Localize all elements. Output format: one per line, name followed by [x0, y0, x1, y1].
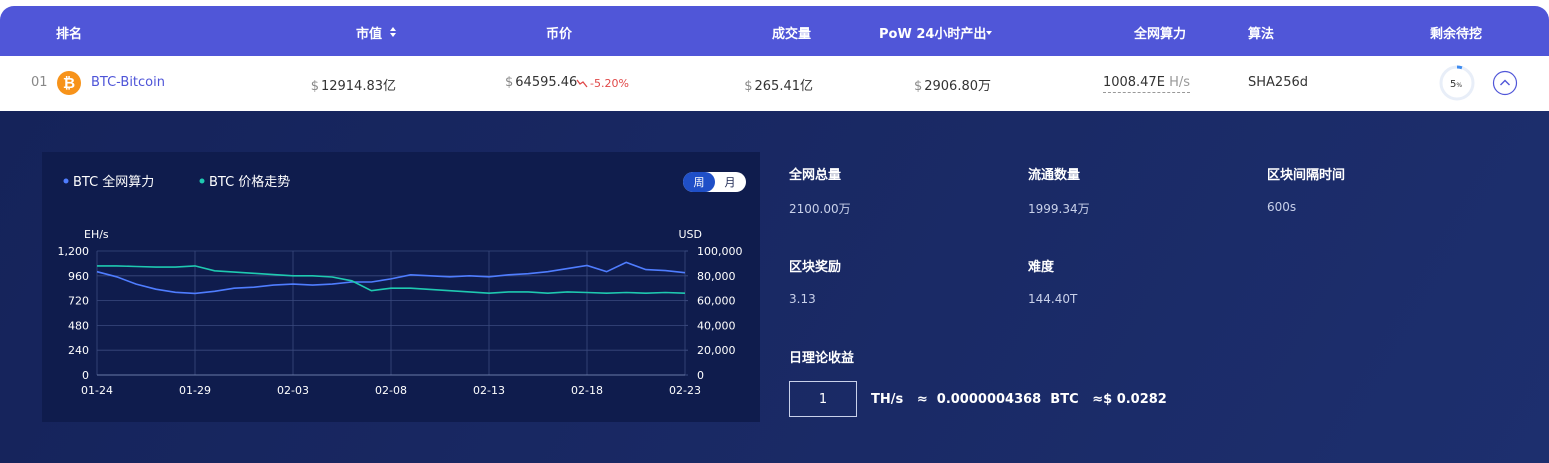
currency: $: [744, 79, 753, 94]
stat-value: 1999.34万: [1028, 202, 1090, 216]
table-header: 排名 市值 币价 成交量 PoW 24小时产出 全网算力 算法 剩余待挖: [0, 6, 1549, 56]
value: 12914.83亿: [320, 79, 396, 94]
y2-tick-label: 40,000: [697, 319, 736, 332]
pow-output: $2906.80万: [914, 75, 991, 94]
y-tick-label: 1,200: [58, 245, 90, 258]
calc-title: 日理论收益: [789, 351, 855, 366]
y-axis-label: EH/s: [84, 228, 109, 241]
volume: $265.41亿: [744, 75, 813, 94]
sort-icon[interactable]: [985, 30, 993, 36]
unit: TH/s: [871, 392, 904, 407]
header-cell: 全网算力: [1134, 27, 1187, 42]
header-cell: 算法: [1248, 27, 1275, 42]
y2-tick-label: 80,000: [697, 270, 736, 283]
y2-axis-label: USD: [678, 228, 702, 241]
calc-result: TH/s ≈ 0.0000004368 BTC ≈$ 0.0282: [871, 392, 1167, 407]
approx: ≈: [1092, 392, 1104, 407]
currency: $: [310, 79, 319, 94]
y2-tick-label: 100,000: [697, 245, 743, 258]
stat-value: 600s: [1267, 200, 1297, 214]
y-tick-label: 0: [82, 369, 89, 382]
tab[interactable]: 月: [725, 176, 736, 189]
price-change: -5.20%: [590, 77, 629, 90]
stat-label: 区块间隔时间: [1267, 168, 1346, 183]
x-tick-label: 02-18: [571, 384, 603, 397]
currency: $: [1103, 392, 1113, 407]
x-tick-label: 02-08: [375, 384, 407, 397]
hashrate-input[interactable]: 1: [789, 381, 857, 417]
tab[interactable]: 周: [694, 176, 705, 189]
stat-label: 难度: [1028, 260, 1055, 275]
unit: %: [1456, 82, 1462, 89]
header-cell: 排名: [56, 27, 83, 42]
y-tick-label: 720: [68, 295, 89, 308]
y2-tick-label: 20,000: [697, 344, 736, 357]
y2-tick-label: 60,000: [697, 295, 736, 308]
currency: $: [913, 79, 923, 94]
chart-card: [42, 152, 760, 422]
x-tick-label: 02-23: [669, 384, 701, 397]
chart: 周 月 EH/s USD 0 240 480 720 960 1,200 0 20,000 40…: [42, 152, 760, 422]
stat-label: 区块奖励: [789, 260, 842, 275]
value: 2906.80万: [924, 79, 991, 94]
collapse-button[interactable]: [1492, 70, 1518, 96]
header-cell: 币价: [546, 27, 573, 42]
y-tick-label: 480: [68, 319, 89, 332]
legend-marker: [63, 178, 69, 184]
trend-icon: [576, 79, 588, 88]
value: 5: [1450, 79, 1456, 90]
value: 265.41亿: [754, 79, 814, 94]
x-tick-label: 02-13: [473, 384, 505, 397]
y-tick-label: 960: [68, 270, 89, 283]
price: $64595.46: [505, 75, 577, 90]
value: 1008.47E: [1102, 75, 1165, 90]
btc-amount: 0.0000004368: [936, 392, 1042, 407]
coin-icon: ₿: [57, 71, 81, 95]
x-tick-label: 01-24: [81, 384, 113, 397]
header-cell: 成交量: [772, 27, 812, 42]
stat-label: 全网总量: [789, 168, 842, 183]
coin-name[interactable]: BTC-Bitcoin: [91, 75, 165, 90]
legend-label: BTC 全网算力: [73, 174, 154, 190]
tab-active: [683, 172, 715, 192]
series-line: [97, 265, 686, 295]
legend-label: BTC 价格走势: [209, 174, 290, 190]
x-tick-label: 01-29: [179, 384, 211, 397]
y-tick-label: 240: [68, 344, 89, 357]
market-cap: $12914.83亿: [311, 75, 396, 94]
unit: H/s: [1169, 75, 1190, 90]
detail-panel: 周 月 EH/s USD 0 240 480 720 960 1,200 0 20,000 40…: [0, 111, 1549, 463]
stat-value: 144.40T: [1028, 292, 1078, 306]
value: 64595.46: [515, 75, 578, 90]
btc-unit: BTC: [1050, 392, 1079, 407]
header-cell: 剩余待挖: [1430, 27, 1483, 42]
series-line: [96, 261, 686, 295]
stat-label: 流通数量: [1028, 168, 1081, 183]
stat-value: 2100.00万: [789, 202, 851, 216]
approx: ≈: [916, 392, 928, 407]
ring-label: 5%: [1450, 79, 1462, 90]
hashrate: 1008.47E H/s: [1102, 75, 1190, 93]
stat-value: 3.13: [789, 292, 816, 306]
ring-progress: [1456, 65, 1463, 70]
x-tick-label: 02-03: [277, 384, 309, 397]
header-cell[interactable]: PoW 24小时产出: [879, 27, 987, 42]
y2-tick-label: 0: [697, 369, 704, 382]
header-cell[interactable]: 市值: [356, 27, 383, 42]
usd-amount: 0.0282: [1116, 392, 1167, 407]
rank: 01: [31, 75, 48, 90]
legend-marker: [199, 178, 205, 184]
sort-icon[interactable]: [389, 26, 397, 38]
progress-ring: 5%: [1439, 65, 1475, 101]
algorithm: SHA256d: [1248, 75, 1308, 90]
currency: $: [505, 75, 514, 90]
